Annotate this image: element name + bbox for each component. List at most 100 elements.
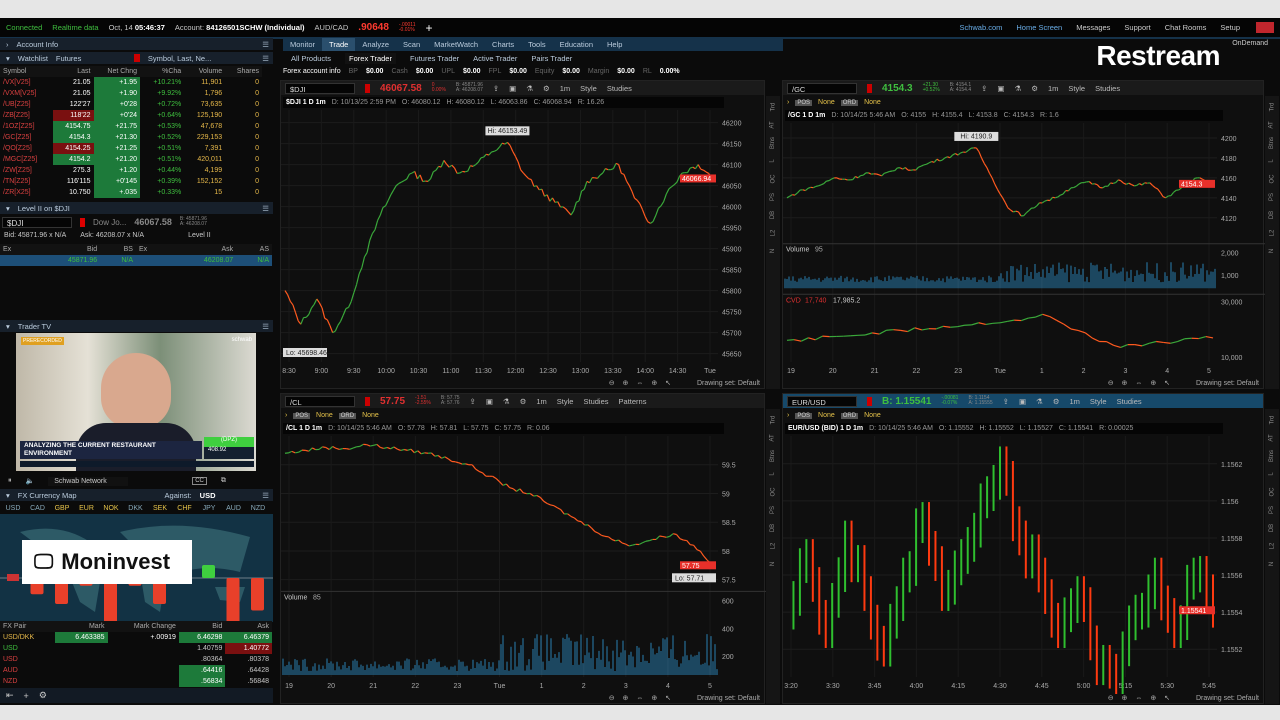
chart-settings-icon[interactable]: ▣ bbox=[1018, 396, 1027, 406]
side-tab[interactable]: Btns bbox=[769, 136, 776, 150]
currency-bar-nok[interactable] bbox=[104, 578, 117, 622]
currency-bar-gbp[interactable] bbox=[55, 578, 68, 604]
side-tab[interactable]: L2 bbox=[1269, 542, 1275, 550]
style-button[interactable]: Style bbox=[1068, 83, 1086, 93]
trader-tv-video[interactable]: PRERECORDED schwab ANALYZING THE CURRENT… bbox=[16, 333, 256, 471]
currency-bar-aud[interactable] bbox=[226, 578, 240, 622]
add-gadget-button[interactable]: + bbox=[23, 690, 29, 701]
patterns-button[interactable]: Patterns bbox=[618, 396, 647, 406]
menu-icon[interactable]: ☰ bbox=[262, 321, 269, 331]
watchlist-row[interactable]: /TN[Z25] 116'115 +0'145 +0.39% 152,152 0 bbox=[0, 176, 262, 187]
side-tab[interactable]: DB bbox=[1269, 210, 1275, 220]
watchlist-row[interactable]: /ZR[X25] 10.750 +.035 +0.33% 15 0 bbox=[0, 187, 262, 198]
symbol-input[interactable]: $DJI bbox=[285, 82, 355, 94]
side-tab[interactable]: Btns bbox=[1268, 449, 1275, 463]
link-color-icon[interactable] bbox=[133, 54, 140, 62]
ondemand-button[interactable]: OnDemand bbox=[1232, 40, 1268, 47]
currency-bar-jpy[interactable] bbox=[202, 565, 215, 578]
fx-pair-row[interactable]: NZD .56834 .56848 bbox=[0, 676, 272, 687]
tab-marketwatch[interactable]: MarketWatch bbox=[434, 40, 479, 49]
col-header[interactable]: FX Pair bbox=[0, 621, 56, 632]
side-tab[interactable]: DB bbox=[770, 210, 776, 220]
side-tab[interactable]: Btns bbox=[1268, 136, 1275, 150]
side-tab[interactable]: Trd bbox=[1269, 415, 1275, 425]
drawing-set-selector[interactable]: Drawing set: Default bbox=[1195, 695, 1259, 702]
symbol-input[interactable]: /CL bbox=[285, 395, 355, 407]
zoom-controls[interactable]: ⊖ ⊕ ⇔ ⊕ ↖ bbox=[1107, 380, 1173, 387]
watchlist-row[interactable]: /MGC[Z25] 4154.2 +21.20 +0.51% 420,011 0 bbox=[0, 154, 262, 165]
popout-icon[interactable]: ⧉ bbox=[220, 477, 226, 484]
link-chat-rooms[interactable]: Chat Rooms bbox=[1164, 23, 1207, 32]
link-home-screen[interactable]: Home Screen bbox=[1016, 23, 1063, 32]
side-tab[interactable]: OC bbox=[1269, 174, 1275, 184]
side-tab[interactable]: N bbox=[1269, 248, 1275, 254]
side-tab[interactable]: L bbox=[770, 159, 776, 163]
side-tab[interactable]: AT bbox=[1268, 434, 1275, 442]
drawing-set-selector[interactable]: Drawing set: Default bbox=[696, 695, 760, 702]
closed-captions-button[interactable]: CC bbox=[192, 477, 207, 485]
side-tab[interactable]: OC bbox=[770, 487, 776, 497]
expand-icon[interactable]: › bbox=[285, 412, 288, 419]
account-selector[interactable]: Account: 84126501SCHW (Individual) bbox=[175, 23, 305, 32]
drawing-set-selector[interactable]: Drawing set: Default bbox=[1195, 380, 1259, 387]
fx-pair-row[interactable]: USD 1.40759 1.40772 bbox=[0, 643, 272, 654]
symbol-input[interactable]: /GC bbox=[787, 82, 857, 94]
timeframe-button[interactable]: 1m bbox=[1069, 396, 1080, 406]
side-tab[interactable]: AT bbox=[769, 121, 776, 129]
col-header[interactable]: Last bbox=[52, 66, 94, 77]
side-tab[interactable]: L2 bbox=[1269, 229, 1275, 237]
tab-scan[interactable]: Scan bbox=[403, 40, 421, 49]
col-header[interactable]: Mark bbox=[55, 621, 108, 632]
flask-icon[interactable]: ⚗ bbox=[502, 396, 510, 406]
watchlist-selector[interactable]: Futures bbox=[55, 53, 82, 63]
chart-settings-icon[interactable]: ▣ bbox=[485, 396, 493, 406]
side-tab[interactable]: OC bbox=[770, 174, 776, 184]
share-icon[interactable]: ⇪ bbox=[981, 83, 988, 93]
col-header[interactable]: Symbol bbox=[0, 66, 53, 77]
watchlist-row[interactable]: /UB[Z25] 122'27 +0'28 +0.72% 73,635 0 bbox=[0, 99, 262, 110]
gear-icon[interactable]: ⚙ bbox=[1052, 396, 1060, 406]
fx-pair-row[interactable]: AUD .64416 .64428 bbox=[0, 665, 272, 676]
side-tab[interactable]: L bbox=[1269, 159, 1275, 163]
link-color-icon[interactable] bbox=[365, 396, 370, 406]
currency-bar-nzd[interactable] bbox=[251, 578, 264, 611]
side-tab[interactable]: L2 bbox=[770, 542, 776, 550]
expand-icon[interactable]: › bbox=[787, 412, 790, 419]
studies-button[interactable]: Studies bbox=[1116, 396, 1142, 406]
timeframe-button[interactable]: 1m bbox=[536, 396, 547, 406]
subtab-all-products[interactable]: All Products bbox=[291, 53, 332, 63]
side-tab[interactable]: PS bbox=[1268, 192, 1275, 202]
link-color-icon[interactable] bbox=[867, 396, 872, 406]
side-tab[interactable]: AT bbox=[769, 434, 776, 442]
symbol-input[interactable]: EUR/USD bbox=[787, 395, 857, 407]
subtab-active-trader[interactable]: Active Trader bbox=[473, 53, 518, 63]
ticker-symbol[interactable]: AUD/CAD bbox=[314, 23, 349, 32]
menu-icon[interactable]: ☰ bbox=[262, 39, 269, 49]
side-tab[interactable]: Trd bbox=[1269, 102, 1275, 112]
side-tab[interactable]: Trd bbox=[770, 102, 776, 112]
col-header[interactable]: Net Chng bbox=[93, 66, 140, 77]
share-icon[interactable]: ⇪ bbox=[492, 83, 500, 93]
col-header[interactable]: Mark Change bbox=[107, 621, 179, 632]
tab-tools[interactable]: Tools bbox=[528, 40, 546, 49]
side-tab[interactable]: AT bbox=[1268, 121, 1275, 129]
menu-icon[interactable]: ☰ bbox=[262, 203, 269, 213]
side-tab[interactable]: DB bbox=[770, 523, 776, 533]
style-button[interactable]: Style bbox=[1089, 396, 1107, 406]
close-window-button[interactable] bbox=[1256, 22, 1274, 33]
subtab-forex-trader[interactable]: Forex Trader bbox=[345, 52, 396, 64]
tab-charts[interactable]: Charts bbox=[492, 40, 515, 49]
account-info-header[interactable]: › Account Info ☰ bbox=[0, 38, 273, 50]
style-button[interactable]: Style bbox=[556, 396, 574, 406]
table-row[interactable]: 45871.96 N/A 46208.07 N/A bbox=[0, 255, 272, 266]
side-tab[interactable]: L bbox=[1269, 472, 1275, 476]
gear-icon[interactable]: ⚙ bbox=[543, 83, 550, 93]
flask-icon[interactable]: ⚗ bbox=[1036, 396, 1043, 406]
side-tab[interactable]: Btns bbox=[769, 449, 776, 463]
drawing-set-selector[interactable]: Drawing set: Default bbox=[696, 380, 760, 387]
zoom-controls[interactable]: ⊖ ⊕ ⇔ ⊕ ↖ bbox=[608, 380, 674, 387]
timeframe-button[interactable]: 1m bbox=[559, 83, 571, 93]
studies-button[interactable]: Studies bbox=[583, 396, 609, 406]
link-setup[interactable]: Setup bbox=[1220, 23, 1240, 32]
